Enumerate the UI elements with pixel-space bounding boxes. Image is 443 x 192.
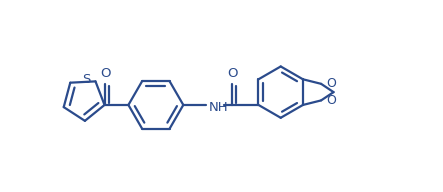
Text: O: O: [326, 94, 336, 107]
Text: S: S: [82, 73, 91, 86]
Text: NH: NH: [208, 101, 228, 114]
Text: O: O: [100, 67, 110, 80]
Text: O: O: [326, 77, 336, 90]
Text: O: O: [228, 67, 238, 80]
